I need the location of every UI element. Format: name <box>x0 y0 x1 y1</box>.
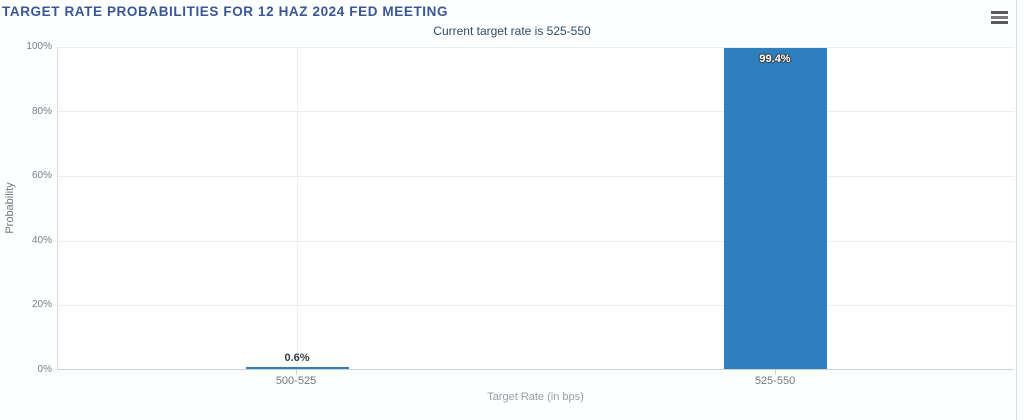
bar-slot-525-550: 99.4% <box>536 47 1014 369</box>
ytick-20: 20% <box>31 299 52 310</box>
gridline-60 <box>58 176 1014 177</box>
xtick-mark-cat2 <box>775 370 776 375</box>
gridline-40 <box>58 241 1014 242</box>
x-axis-title: Target Rate (in bps) <box>487 391 584 403</box>
chart-title: TARGET RATE PROBABILITIES FOR 12 HAZ 202… <box>2 4 449 19</box>
menu-bar <box>991 21 1008 24</box>
bar-value-label: 99.4% <box>759 53 791 65</box>
xtick-label-cat1: 500-525 <box>275 375 317 387</box>
vgridline-cat1 <box>297 47 298 369</box>
bar-value-label: 0.6% <box>284 352 310 364</box>
gridline-80 <box>58 111 1014 112</box>
ytick-0: 0% <box>37 364 52 375</box>
chart-context-menu-icon[interactable] <box>991 11 1008 24</box>
container-right-border <box>1016 0 1017 420</box>
bar-slot-500-525: 0.6% <box>58 47 536 369</box>
bar-525-550[interactable] <box>723 48 827 369</box>
chart-subtitle: Current target rate is 525-550 <box>433 24 591 38</box>
menu-bar <box>991 16 1008 19</box>
menu-bar <box>991 11 1008 14</box>
xtick-mark-cat1 <box>296 370 297 375</box>
ytick-60: 60% <box>31 170 52 181</box>
bar-500-525[interactable] <box>245 367 349 369</box>
ytick-40: 40% <box>31 235 52 246</box>
gridline-100 <box>58 47 1014 48</box>
ytick-80: 80% <box>31 106 52 117</box>
y-axis-title: Probability <box>4 182 16 234</box>
ytick-100: 100% <box>26 41 52 52</box>
plot-area: 0.6% 99.4% <box>57 47 1014 370</box>
xtick-label-cat2: 525-550 <box>754 375 796 387</box>
gridline-20 <box>58 305 1014 306</box>
